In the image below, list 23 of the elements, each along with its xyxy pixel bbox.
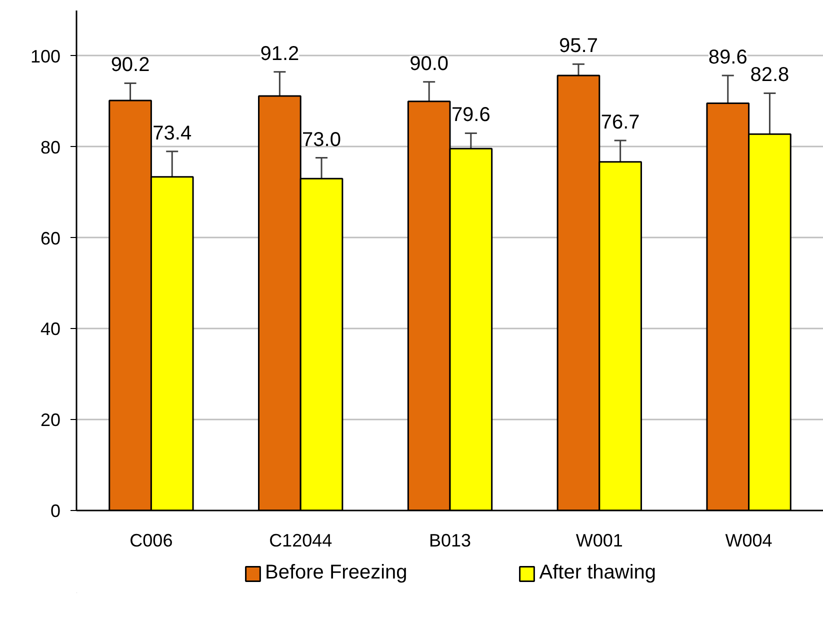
x-tick-label: W001 (576, 530, 623, 550)
data-label: 90.0 (410, 52, 449, 75)
data-label: 91.2 (260, 42, 300, 65)
data-label: 73.4 (152, 122, 192, 144)
legend-label: Before Freezing (264, 562, 408, 584)
y-tick-label: 100 (30, 46, 61, 66)
legend-label: After thawing (539, 562, 656, 584)
data-label: 95.7 (559, 35, 598, 58)
x-tick-label: C12044 (269, 530, 332, 550)
y-tick-label: 80 (40, 137, 61, 158)
data-label: 79.6 (451, 104, 490, 126)
y-tick-label: 60 (40, 228, 61, 248)
data-label: 73.0 (302, 128, 341, 151)
data-label: 89.6 (708, 46, 748, 68)
x-tick-label: B013 (428, 530, 472, 550)
data-label: 90.2 (110, 54, 150, 76)
y-tick-label: 40 (40, 319, 61, 340)
x-tick-label: W004 (725, 530, 772, 550)
data-label: 76.7 (600, 112, 640, 134)
y-tick-label: 20 (40, 410, 61, 430)
data-label: 82.8 (750, 64, 790, 86)
y-tick-label: 0 (50, 501, 61, 521)
x-tick-label: C006 (130, 530, 173, 550)
